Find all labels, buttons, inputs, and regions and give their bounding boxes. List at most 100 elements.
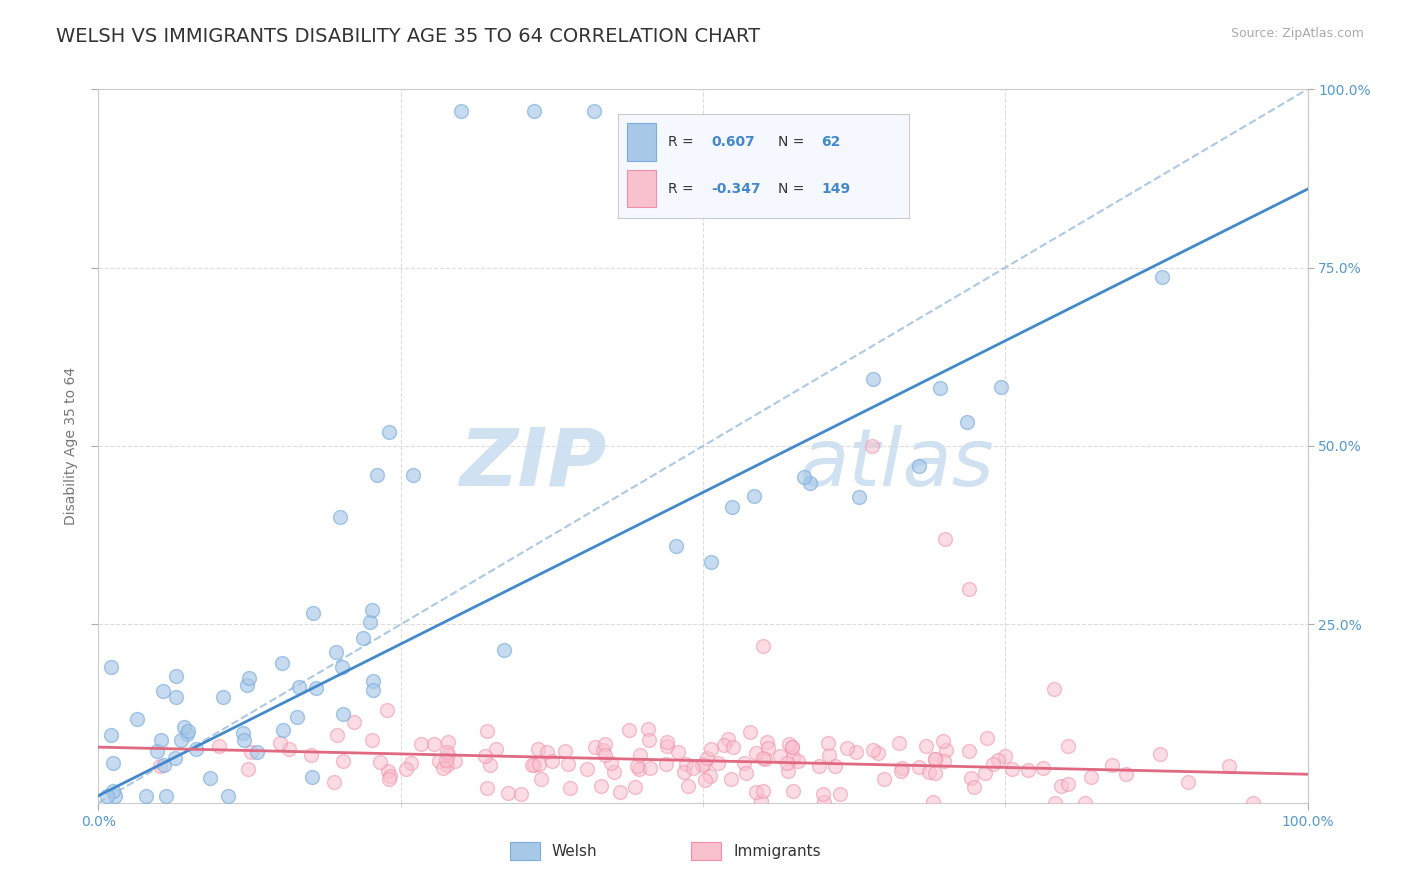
Point	[752, 784, 775, 798]
Point	[782, 739, 804, 754]
Point	[370, 755, 392, 769]
Point	[786, 755, 808, 769]
Point	[399, 756, 422, 771]
Point	[931, 734, 953, 748]
Point	[780, 739, 803, 754]
Point	[754, 752, 776, 766]
Point	[721, 500, 744, 515]
Point	[304, 681, 326, 695]
Point	[530, 772, 553, 786]
Point	[756, 741, 779, 756]
Point	[352, 631, 374, 645]
Point	[359, 615, 381, 630]
Point	[609, 785, 631, 799]
Point	[862, 372, 884, 386]
Point	[817, 736, 839, 750]
Point	[233, 733, 256, 747]
Point	[845, 745, 868, 759]
Point	[755, 734, 778, 748]
Point	[475, 781, 498, 796]
Point	[932, 755, 955, 769]
Point	[494, 643, 516, 657]
Point	[100, 660, 122, 674]
Point	[934, 532, 956, 546]
Point	[973, 766, 995, 780]
Point	[402, 467, 425, 482]
Point	[165, 669, 187, 683]
Point	[769, 749, 792, 764]
Point	[928, 381, 950, 395]
Point	[960, 771, 983, 785]
Point	[640, 761, 662, 775]
Point	[778, 764, 800, 779]
Point	[217, 789, 239, 803]
Point	[377, 425, 399, 439]
Point	[700, 741, 723, 756]
Point	[921, 795, 943, 809]
Point	[436, 758, 458, 772]
Point	[699, 769, 721, 783]
Point	[269, 736, 291, 750]
Point	[100, 728, 122, 742]
Point	[1080, 770, 1102, 784]
Point	[862, 743, 884, 757]
Point	[520, 758, 543, 772]
Point	[738, 725, 761, 739]
Point	[198, 771, 221, 785]
Point	[824, 759, 846, 773]
Point	[103, 756, 125, 770]
Point	[409, 737, 432, 751]
Point	[153, 757, 176, 772]
Point	[329, 510, 352, 524]
Point	[707, 756, 730, 771]
Point	[752, 751, 775, 765]
Point	[554, 744, 576, 758]
Point	[957, 744, 980, 758]
Point	[361, 602, 384, 616]
Point	[536, 745, 558, 759]
Point	[866, 746, 889, 760]
Point	[1101, 757, 1123, 772]
Point	[576, 762, 599, 776]
Point	[891, 761, 914, 775]
Y-axis label: Disability Age 35 to 64: Disability Age 35 to 64	[65, 367, 79, 525]
Point	[323, 775, 346, 789]
Point	[1152, 270, 1174, 285]
Point	[325, 645, 347, 659]
Point	[208, 739, 231, 754]
Point	[1057, 777, 1080, 791]
Point	[673, 764, 696, 779]
Point	[427, 754, 450, 768]
Point	[749, 794, 772, 808]
Point	[155, 789, 177, 803]
Point	[96, 789, 118, 803]
Text: ZIP: ZIP	[458, 425, 606, 503]
Point	[186, 742, 208, 756]
Point	[956, 415, 979, 429]
Point	[273, 723, 295, 737]
Point	[540, 754, 562, 768]
Text: WELSH VS IMMIGRANTS DISABILITY AGE 35 TO 64 CORRELATION CHART: WELSH VS IMMIGRANTS DISABILITY AGE 35 TO…	[56, 27, 761, 45]
Text: Source: ZipAtlas.com: Source: ZipAtlas.com	[1230, 27, 1364, 40]
Point	[240, 745, 263, 759]
Point	[723, 739, 745, 754]
Point	[332, 755, 354, 769]
Point	[678, 780, 700, 794]
Point	[444, 754, 467, 768]
Point	[485, 742, 508, 756]
Text: Immigrants: Immigrants	[734, 844, 821, 859]
Point	[627, 762, 650, 776]
Point	[782, 784, 804, 798]
Text: atlas: atlas	[800, 425, 994, 503]
Point	[104, 789, 127, 803]
Point	[976, 731, 998, 745]
Point	[330, 660, 353, 674]
Point	[152, 683, 174, 698]
Point	[434, 752, 457, 766]
Point	[395, 762, 418, 776]
Point	[163, 751, 186, 765]
Point	[713, 738, 735, 752]
Point	[675, 756, 697, 771]
Point	[342, 714, 364, 729]
Point	[366, 467, 388, 482]
